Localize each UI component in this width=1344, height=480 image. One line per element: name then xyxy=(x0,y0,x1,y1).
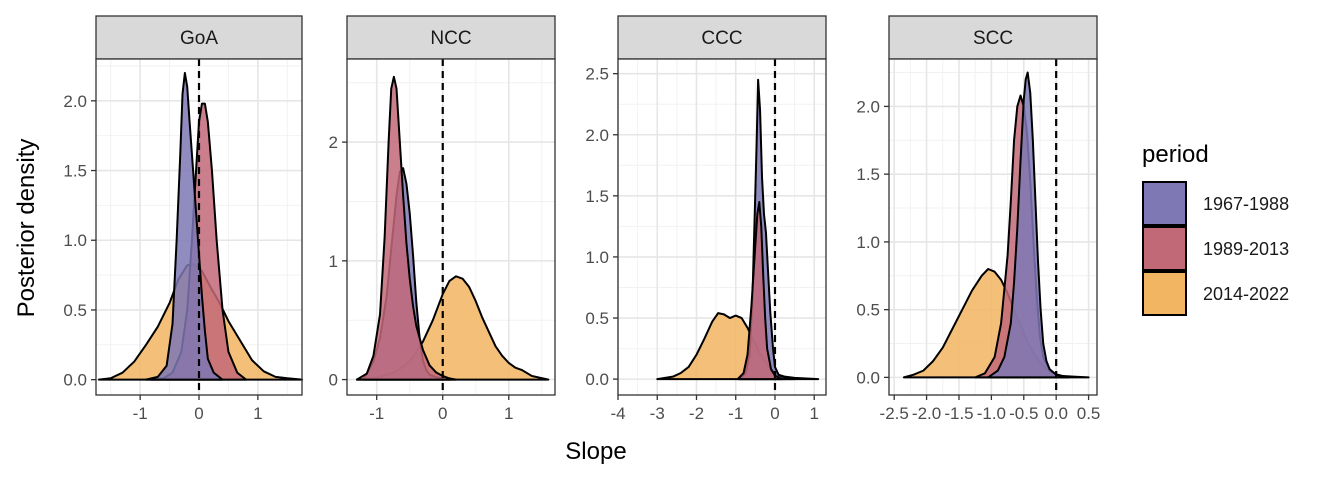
x-tick-label: 0 xyxy=(194,404,203,423)
y-tick-label: 2.0 xyxy=(63,92,87,111)
x-tick-label: -2.0 xyxy=(912,404,941,423)
y-tick-label: 0.5 xyxy=(856,301,880,320)
y-tick-label: 0 xyxy=(329,371,338,390)
x-tick-label: -2 xyxy=(689,404,704,423)
facet-strip xyxy=(617,15,827,60)
density-area-1967-1988 xyxy=(987,71,1067,379)
panel-border xyxy=(888,58,1098,396)
x-axis-title: Slope xyxy=(565,438,626,465)
legend-label: 1989-2013 xyxy=(1203,239,1289,259)
facet-strip xyxy=(888,15,1098,60)
y-tick-label: 1.0 xyxy=(856,233,880,252)
y-tick-label: 2.0 xyxy=(856,97,880,116)
y-tick-label: 1.0 xyxy=(63,231,87,250)
x-tick-label: 0 xyxy=(438,404,447,423)
x-tick-label: -1 xyxy=(133,404,148,423)
panel-border xyxy=(346,58,556,396)
panels: GoA -1 0 1 0.0 0.5 1.0 1.5 2.0 NCC -1 0 1 0 1 2 CCC -4 -3 -… xyxy=(63,15,1101,423)
y-tick-label: 1.5 xyxy=(856,165,880,184)
x-tick-label: 1 xyxy=(253,404,262,423)
legend-title: period xyxy=(1142,141,1209,168)
legend-label: 2014-2022 xyxy=(1203,284,1289,304)
panel-goa: GoA -1 0 1 0.0 0.5 1.0 1.5 2.0 xyxy=(63,15,303,423)
x-tick-label: 0 xyxy=(770,404,779,423)
y-tick-label: 1 xyxy=(329,252,338,271)
x-tick-label: -1 xyxy=(369,404,384,423)
facet-strip xyxy=(346,15,556,60)
x-tick-label: 0.0 xyxy=(1044,404,1068,423)
legend-key xyxy=(1142,226,1187,271)
y-tick-label: 1.5 xyxy=(63,162,87,181)
facet-strip-label: GoA xyxy=(180,28,218,49)
y-tick-label: 0.5 xyxy=(585,309,609,328)
x-tick-label: -1 xyxy=(728,404,743,423)
y-tick-label: 2.0 xyxy=(585,126,609,145)
x-tick-label: -4 xyxy=(610,404,625,423)
y-axis-title: Posterior density xyxy=(13,139,40,318)
y-tick-label: 0.0 xyxy=(63,371,87,390)
legend: period 1967-1988 1989-2013 2014-2022 xyxy=(1142,141,1289,316)
facet-strip-label: CCC xyxy=(701,28,742,49)
density-area-1989-2013 xyxy=(736,200,784,381)
density-area-1967-1988 xyxy=(145,71,224,381)
legend-item: 1967-1988 xyxy=(1142,181,1289,226)
y-tick-label: 1.0 xyxy=(585,248,609,267)
x-tick-label: 1 xyxy=(504,404,513,423)
x-tick-label: -2.5 xyxy=(880,404,909,423)
density-area-1989-2013 xyxy=(355,75,457,381)
x-tick-label: -3 xyxy=(650,404,665,423)
facet-strip-label: NCC xyxy=(430,28,471,49)
y-tick-label: 0.5 xyxy=(63,301,87,320)
panel-scc: SCC -2.5 -2.0 -1.5 -1.0 -0.5 0.0 0.5 0.0 0.5 1.0 1.… xyxy=(856,15,1101,423)
y-tick-label: 0.0 xyxy=(585,370,609,389)
facet-strip-label: SCC xyxy=(973,28,1013,49)
legend-key xyxy=(1142,271,1187,316)
legend-key xyxy=(1142,181,1187,226)
x-tick-label: -1.0 xyxy=(977,404,1006,423)
legend-items: 1967-1988 1989-2013 2014-2022 xyxy=(1142,181,1289,316)
panel-ncc: NCC -1 0 1 0 1 2 xyxy=(329,15,556,423)
y-tick-label: 2 xyxy=(329,133,338,152)
legend-item: 2014-2022 xyxy=(1142,271,1289,316)
x-tick-label: 0.5 xyxy=(1077,404,1101,423)
x-tick-label: -1.5 xyxy=(944,404,973,423)
legend-item: 1989-2013 xyxy=(1142,226,1289,271)
y-tick-label: 1.5 xyxy=(585,187,609,206)
x-tick-label: -0.5 xyxy=(1009,404,1038,423)
panel-ccc: CCC -4 -3 -2 -1 0 1 0.0 0.5 1.0 1.5 2.0 2.5 xyxy=(585,15,827,423)
panel-border xyxy=(617,58,827,396)
y-tick-label: 2.5 xyxy=(585,65,609,84)
legend-label: 1967-1988 xyxy=(1203,194,1289,214)
facet-strip xyxy=(95,15,303,60)
y-tick-label: 0.0 xyxy=(856,368,880,387)
x-tick-label: 1 xyxy=(809,404,818,423)
